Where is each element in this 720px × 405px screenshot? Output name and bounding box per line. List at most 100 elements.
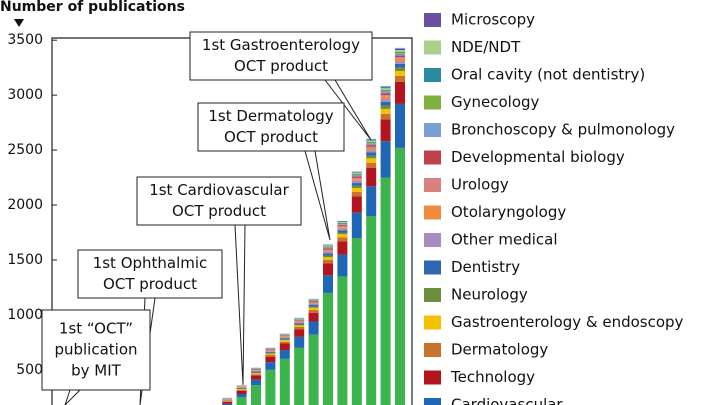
bar-segment — [337, 227, 348, 229]
bar-segment — [395, 70, 405, 76]
bar-segment — [337, 237, 348, 242]
bar-segment — [251, 372, 261, 374]
bar-segment — [294, 322, 305, 324]
bar-segment — [366, 158, 377, 163]
bar-segment — [236, 388, 247, 390]
bar-segment — [279, 337, 290, 339]
bar-segment — [236, 390, 247, 395]
bar-segment — [351, 172, 362, 174]
annotation-pointer — [234, 224, 246, 386]
bar-segment — [351, 179, 362, 181]
legend-swatch — [424, 398, 441, 405]
legend-label: Neurology — [451, 286, 528, 304]
bar-segment — [366, 162, 377, 168]
bar-segment — [337, 234, 348, 238]
bar-segment — [351, 191, 362, 197]
legend-swatch — [424, 95, 441, 110]
bar-segment — [279, 350, 290, 359]
bar-segment — [323, 250, 333, 252]
bar-segment — [351, 174, 362, 176]
bar-segment — [308, 306, 319, 308]
bar-segment — [222, 403, 233, 405]
bar-segment — [395, 57, 405, 59]
bar-segment — [395, 103, 405, 148]
annotation-text: publication — [54, 341, 137, 359]
bar-segment — [294, 319, 305, 321]
bar-segment — [366, 216, 377, 405]
annotation-box — [41, 309, 151, 391]
annotation-box — [197, 102, 345, 152]
bar-segment — [294, 320, 305, 321]
bar-segment — [251, 370, 261, 372]
bar-segment — [366, 139, 377, 141]
legend-swatch — [424, 68, 441, 82]
legend-label: Other medical — [451, 231, 558, 249]
y-tick-label: 500 — [16, 362, 43, 378]
bar-segment — [337, 232, 348, 235]
bar-segment — [308, 301, 319, 303]
bar-segment — [323, 248, 333, 250]
bar-segment — [251, 379, 261, 386]
bar-segment — [323, 246, 333, 247]
bar-segment — [294, 320, 305, 322]
bar-segment — [351, 177, 362, 180]
bar-segment — [380, 90, 391, 92]
bar-segment — [279, 340, 290, 342]
bar-segment — [351, 180, 362, 184]
bar-segment — [366, 143, 377, 146]
bar-segment — [337, 222, 348, 224]
bar-segment — [380, 177, 391, 405]
bar-segment — [351, 187, 362, 192]
bar-segment — [323, 245, 333, 247]
bar-segment — [251, 371, 261, 373]
bar-segment — [279, 341, 290, 344]
bar-segment — [337, 228, 348, 231]
legend-swatch — [424, 205, 441, 220]
bar-segment — [366, 145, 377, 147]
y-tick-label: 1000 — [7, 307, 43, 323]
bar-segment — [323, 253, 333, 256]
legend-swatch — [424, 370, 441, 385]
y-tick-label: 3000 — [7, 87, 43, 103]
bar-segment — [279, 338, 290, 340]
bar-segment — [265, 355, 276, 357]
bar-segment — [265, 351, 276, 353]
bar-segment — [337, 221, 348, 223]
bar-segment — [366, 138, 377, 140]
bar-segment — [294, 323, 305, 325]
bar-segment — [323, 247, 333, 249]
bar-segment — [366, 155, 377, 159]
bar-segment — [265, 369, 276, 405]
bar-segment — [308, 299, 319, 301]
bar-segment — [351, 171, 362, 173]
bar-segment — [380, 113, 391, 120]
bar-segment — [323, 251, 333, 254]
bar-segment — [279, 336, 290, 337]
bar-segment — [265, 353, 276, 356]
bar-segment — [380, 89, 391, 91]
bar-segment — [366, 146, 377, 149]
legend-swatch — [424, 260, 441, 275]
annotation-text: 1st Gastroenterology — [202, 36, 360, 54]
annotation-text: 1st “OCT” — [59, 320, 133, 338]
bar-segment — [294, 347, 305, 405]
bar-segment — [251, 369, 261, 370]
bar-segment — [323, 275, 333, 293]
bar-segment — [222, 401, 233, 402]
bar-segment — [337, 223, 348, 225]
legend-label: Other non-medical — [451, 0, 591, 1]
legend-swatch — [424, 315, 441, 330]
bar-segment — [395, 81, 405, 104]
legend-label: Dentistry — [451, 258, 520, 276]
legend-swatch — [424, 233, 441, 247]
legend-swatch — [424, 288, 441, 302]
legend-label: Oral cavity (not dentistry) — [451, 66, 645, 84]
bar-segment — [308, 307, 319, 310]
annotation-box — [136, 176, 302, 226]
bar-segment — [395, 55, 405, 58]
annotation-text: OCT product — [234, 57, 328, 75]
bar-segment — [279, 335, 290, 337]
bar-segment — [337, 222, 348, 223]
bar-segment — [294, 326, 305, 330]
bar-segment — [279, 358, 290, 405]
